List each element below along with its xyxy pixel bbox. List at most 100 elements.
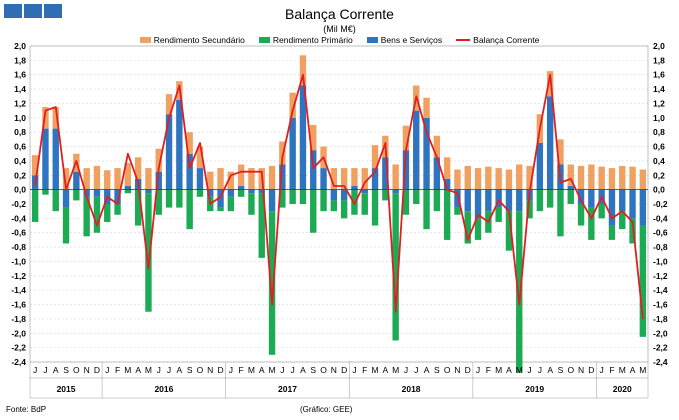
y-tick-label-right: -0,6 [653, 228, 668, 238]
x-tick-label-month: N [578, 365, 584, 375]
bar-goods [93, 189, 101, 197]
bar-primary [145, 193, 152, 312]
bar-primary [52, 189, 59, 212]
x-tick-label-month: S [558, 365, 564, 375]
x-tick-label-month: A [53, 365, 59, 375]
x-tick-label-month: A [630, 365, 636, 375]
legend-item-secondary: Rendimento Secundário [139, 35, 245, 45]
bar-primary [536, 189, 544, 212]
x-tick-label-month: O [444, 365, 451, 375]
bar-secondary [104, 170, 111, 190]
y-tick-label-right: -1,0 [653, 256, 668, 266]
y-tick-label-right: 0,6 [653, 142, 665, 152]
x-tick-label-month: M [145, 365, 152, 375]
bar-goods [577, 189, 585, 204]
bar-secondary [516, 164, 523, 190]
y-tick-label-right: -0,4 [653, 213, 668, 223]
logo-block-2 [24, 4, 42, 18]
x-tick-label-month: A [506, 365, 512, 375]
bar-primary [155, 189, 162, 215]
bar-primary [619, 211, 626, 230]
y-tick-label-right: -1,8 [653, 314, 668, 324]
bar-primary [588, 207, 595, 240]
bar-secondary [155, 148, 162, 172]
y-tick-label-right: 1,0 [653, 113, 665, 123]
bar-secondary [619, 165, 626, 190]
y-tick-label-left: -1,0 [11, 256, 26, 266]
bar-secondary [62, 168, 70, 190]
bar-primary [392, 193, 399, 341]
bar-secondary [134, 157, 142, 179]
x-tick-label-year: 2019 [525, 384, 544, 394]
x-tick-label-month: M [639, 365, 646, 375]
x-tick-label-month: M [495, 365, 502, 375]
x-tick-label-month: J [105, 365, 109, 375]
x-tick-label-month: N [84, 365, 90, 375]
bar-primary [258, 193, 265, 258]
bar-primary [83, 196, 90, 237]
bar-primary [629, 218, 636, 244]
bar-primary [299, 189, 307, 204]
bar-secondary [402, 125, 410, 151]
bar-secondary [310, 125, 317, 151]
bar-secondary [598, 166, 605, 190]
x-tick-label-month: D [341, 365, 347, 375]
x-tick-label-month: O [73, 365, 80, 375]
bar-goods [413, 110, 420, 190]
bar-goods [279, 164, 286, 190]
bar-secondary [577, 165, 585, 190]
bar-goods [495, 189, 502, 208]
bar-primary [279, 189, 286, 208]
y-tick-label-left: 0,2 [14, 170, 26, 180]
bar-secondary [268, 165, 276, 190]
bar-primary [93, 196, 101, 233]
y-tick-label-right: -2,0 [653, 328, 668, 338]
y-tick-label-right: 0,2 [653, 170, 665, 180]
x-tick-label-month: J [527, 365, 531, 375]
bar-secondary [93, 165, 101, 190]
y-tick-label-left: -1,8 [11, 314, 26, 324]
x-tick-label-month: A [259, 365, 265, 375]
y-tick-label-left: 0,4 [14, 156, 26, 166]
bar-secondary [474, 168, 482, 190]
bar-primary [196, 189, 204, 197]
bar-goods [629, 189, 636, 219]
bar-goods [248, 189, 255, 194]
x-tick-label-month: J [167, 365, 171, 375]
bar-primary [557, 189, 564, 237]
x-tick-label-month: A [547, 365, 553, 375]
x-tick-label-month: M [619, 365, 626, 375]
bar-secondary [392, 164, 399, 190]
y-tick-label-right: 1,8 [653, 55, 665, 65]
x-tick-label-month: A [383, 365, 389, 375]
y-tick-label-left: 1,0 [14, 113, 26, 123]
x-tick-label-month: N [207, 365, 213, 375]
x-tick-label-month: A [424, 365, 430, 375]
y-tick-label-left: 1,6 [14, 70, 26, 80]
x-tick-label-month: J [157, 365, 161, 375]
bar-goods [196, 168, 204, 190]
x-tick-label-month: J [600, 365, 604, 375]
bar-primary [248, 193, 255, 215]
bar-primary [413, 189, 420, 204]
y-tick-label-left: -0,8 [11, 242, 26, 252]
y-tick-label-right: 2,0 [653, 41, 665, 51]
bar-secondary [217, 168, 224, 190]
footer-source: Fonte: BdP [6, 405, 47, 414]
bar-goods [227, 189, 235, 197]
bar-secondary [196, 146, 204, 169]
x-tick-label-month: A [135, 365, 141, 375]
bar-secondary [608, 168, 616, 190]
bar-goods [588, 189, 595, 208]
y-tick-label-left: -2,2 [11, 343, 26, 353]
bar-goods [207, 189, 214, 197]
bar-goods [217, 189, 224, 208]
x-tick-label-month: N [331, 365, 337, 375]
bar-secondary [526, 165, 533, 190]
bar-goods [320, 168, 327, 190]
legend-label-primary: Rendimento Primário [272, 35, 353, 45]
plot-frame [29, 45, 649, 363]
legend-swatch-goods [366, 37, 378, 43]
y-tick-label-right: 0,4 [653, 156, 665, 166]
y-tick-label-left: 2,0 [14, 41, 26, 51]
